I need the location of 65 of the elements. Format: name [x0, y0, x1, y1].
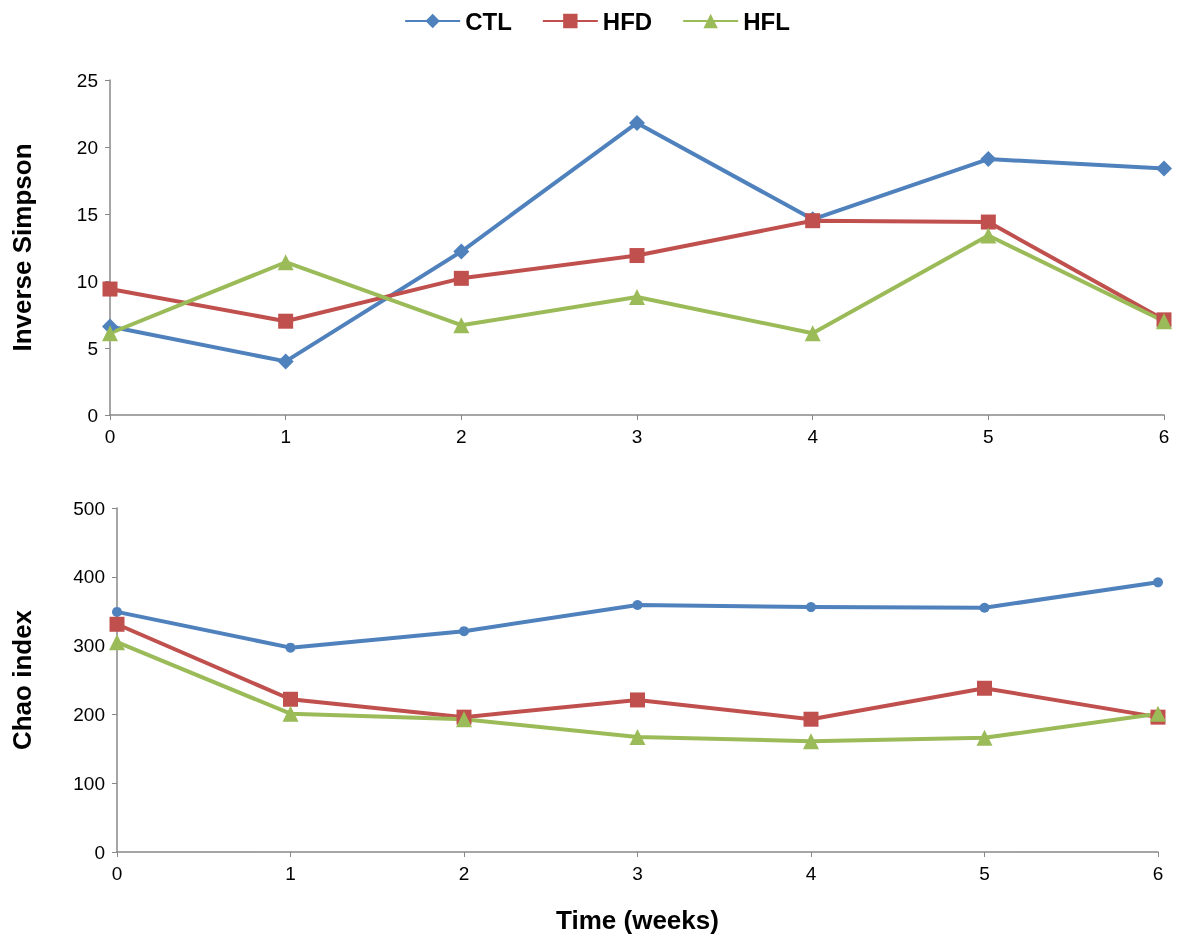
- y-tick-label: 500: [73, 497, 105, 519]
- y-tick-label: 5: [87, 337, 98, 359]
- point: [976, 729, 993, 746]
- point: [283, 691, 298, 707]
- x-tick-label: 5: [979, 863, 990, 884]
- point: [285, 642, 296, 653]
- point: [979, 602, 990, 613]
- point: [629, 248, 645, 264]
- x-tick-label: 1: [280, 426, 291, 447]
- x-axis-title: Time (weeks): [556, 905, 719, 935]
- point: [459, 626, 469, 637]
- point: [977, 680, 992, 696]
- x-tick-label: 5: [983, 426, 994, 447]
- y-tick-label: 200: [73, 703, 105, 725]
- x-tick-label: 3: [631, 426, 643, 447]
- point: [453, 317, 470, 334]
- x-tick-label: 4: [805, 863, 817, 884]
- point: [629, 289, 645, 306]
- point: [109, 634, 125, 651]
- y-tick-label: 100: [73, 772, 105, 794]
- point: [102, 325, 118, 342]
- point: [282, 705, 299, 722]
- point: [1150, 705, 1166, 722]
- point: [1156, 160, 1172, 177]
- x-tick-label: 4: [807, 426, 819, 447]
- x-tick-label: 6: [1152, 863, 1164, 884]
- point: [803, 733, 819, 750]
- point: [277, 353, 294, 370]
- point: [980, 151, 997, 168]
- y-tick-label: 0: [94, 841, 105, 863]
- x-tick-label: 0: [111, 863, 123, 884]
- legend-label: HFD: [602, 7, 653, 35]
- point: [629, 114, 645, 131]
- y-tick-label: 15: [76, 203, 98, 225]
- legend-label: CTL: [465, 7, 512, 35]
- point: [980, 214, 996, 230]
- y-tick-label: 300: [73, 635, 105, 657]
- legend-label: HFL: [743, 7, 790, 35]
- y-axis-title: Inverse Simpson: [7, 143, 37, 352]
- x-tick-label: 1: [285, 863, 296, 884]
- y-tick-label: 10: [76, 270, 98, 292]
- point: [632, 600, 643, 611]
- point: [278, 313, 294, 329]
- point: [1153, 577, 1163, 588]
- x-tick-label: 2: [458, 863, 470, 884]
- y-tick-label: 0: [87, 404, 98, 426]
- point: [803, 711, 819, 727]
- x-tick-label: 6: [1158, 426, 1170, 447]
- y-tick-label: 25: [76, 69, 98, 91]
- y-axis-title: Chao index: [7, 609, 37, 751]
- point: [806, 602, 816, 613]
- point: [102, 281, 118, 297]
- point: [109, 616, 125, 632]
- point: [112, 606, 122, 617]
- point: [630, 692, 645, 708]
- point: [804, 325, 821, 342]
- point: [453, 243, 470, 260]
- y-tick-label: 20: [76, 136, 98, 158]
- point: [453, 270, 469, 286]
- x-tick-label: 2: [456, 426, 467, 447]
- point: [980, 227, 997, 244]
- x-tick-label: 3: [632, 863, 643, 884]
- point: [277, 254, 294, 271]
- point: [629, 729, 646, 746]
- y-tick-label: 400: [73, 566, 105, 588]
